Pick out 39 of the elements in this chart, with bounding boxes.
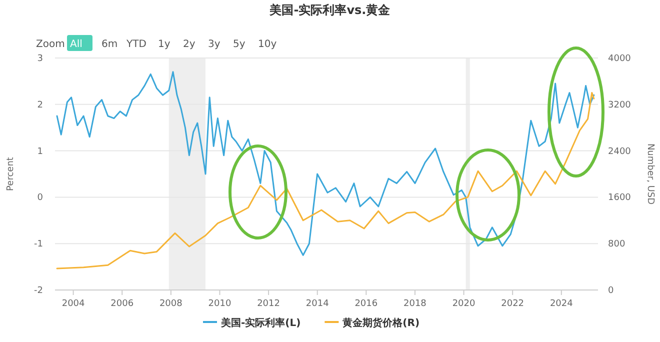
y-axis-title: Percent — [6, 156, 16, 191]
text: Zoom — [36, 39, 65, 50]
y-tick-label: 2 — [37, 100, 43, 110]
legend-label: 美国-实际利率(L) — [220, 317, 301, 329]
legend-label: 黄金期货价格(R) — [342, 317, 420, 329]
y2-axis-title: Number, USD — [645, 143, 655, 205]
y2-tick-label: 0 — [608, 286, 614, 296]
x-tick-label: 2016 — [354, 299, 378, 309]
text: YTD — [126, 39, 147, 50]
y-tick-label: 0 — [37, 193, 44, 204]
x-tick-label: 2022 — [501, 299, 524, 309]
text: 6m — [102, 39, 118, 50]
x-tick-label: 2010 — [208, 299, 232, 309]
text: 3y — [208, 39, 220, 50]
x-tick-label: 2024 — [550, 299, 574, 309]
x-tick-label: 2012 — [257, 299, 280, 309]
text: 10y — [258, 39, 277, 50]
text: 5y — [233, 39, 246, 50]
x-tick-label: 2004 — [62, 299, 86, 309]
x-tick-label: 2018 — [404, 299, 427, 309]
text: 2y — [183, 39, 196, 50]
x-tick-label: 2014 — [306, 299, 330, 309]
line-series — [56, 71, 595, 256]
y2-tick-label: 3200 — [608, 100, 632, 110]
x-tick-label: 2008 — [159, 299, 183, 309]
y2-tick-label: 2400 — [608, 146, 632, 157]
x-tick-label: 2006 — [110, 299, 134, 309]
chart-title: 美国-实际利率vs.黄金 — [268, 3, 392, 17]
y2-tick-label: 800 — [608, 240, 626, 250]
text: 1y — [158, 39, 170, 50]
y2-tick-label: 4000 — [608, 54, 632, 64]
text: All — [70, 39, 82, 50]
y-tick-label: -2 — [34, 286, 43, 296]
x-tick-label: 2020 — [452, 299, 476, 309]
y2-tick-label: 1600 — [608, 193, 632, 204]
y-tick-label: 1 — [37, 146, 43, 157]
y-tick-label: -1 — [34, 240, 43, 250]
y-tick-label: 3 — [37, 54, 43, 64]
line-series — [56, 92, 595, 270]
